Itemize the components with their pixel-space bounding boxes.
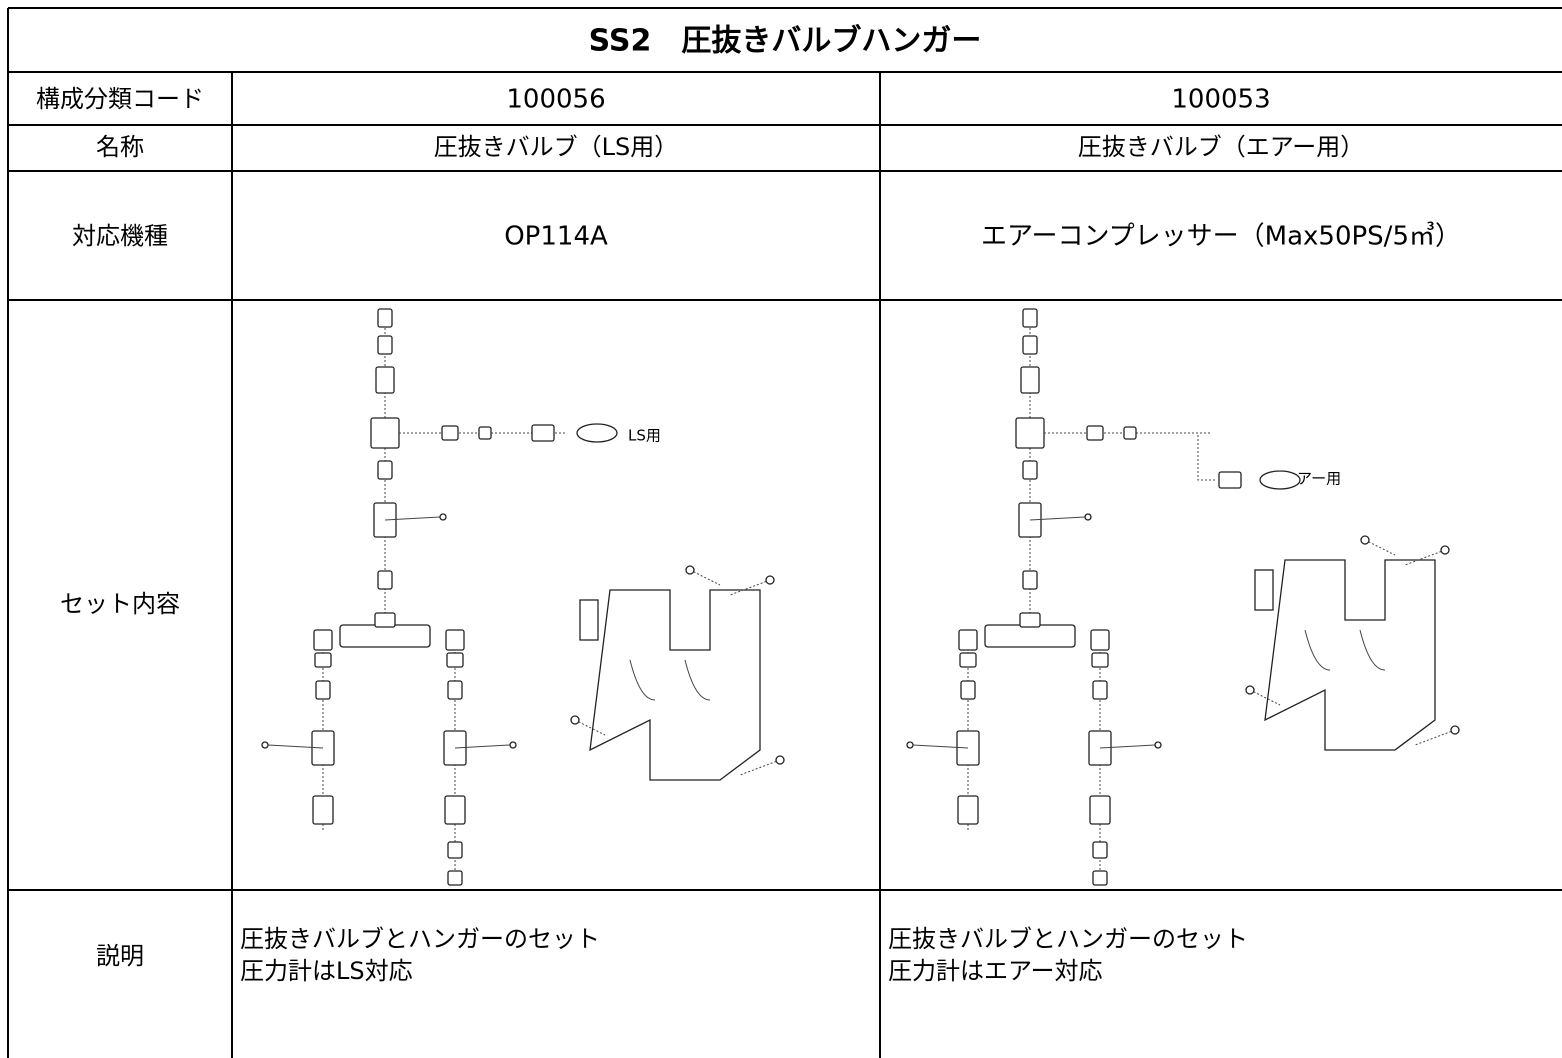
valve-knob [906,741,914,749]
fitting [312,795,334,825]
hanger-slot [1304,629,1386,671]
fitting [957,795,979,825]
fitting [959,652,977,668]
fitting [478,426,492,440]
fitting [1090,629,1110,651]
fitting [377,460,393,480]
valve-handle [267,744,324,749]
fitting [377,308,393,328]
valve-handle [454,744,511,749]
cell: エアーコンプレッサー（Max50PS/5㎥） [981,222,1461,252]
bolt-head [775,755,785,765]
cell: 100056 [506,85,605,115]
row-label: 名称 [96,133,144,161]
gauge [1259,470,1301,490]
fitting [370,417,400,449]
bolt-head [570,715,580,725]
tee [984,624,1076,648]
bolt [1414,729,1456,746]
fitting [1218,471,1242,489]
bolt-head [685,565,695,575]
fitting [375,366,395,394]
row-label: セット内容 [60,590,180,618]
fitting [447,870,463,886]
description-line: 圧抜きバルブとハンガーのセット [240,925,600,953]
bolt [574,719,606,736]
gauge [576,423,618,443]
fitting [1089,795,1111,825]
cell: 圧抜きバルブ（LS用） [434,133,679,161]
fitting [1123,426,1137,440]
fitting [1015,417,1045,449]
cell: OP114A [504,222,608,252]
row-label: 対応機種 [72,222,168,250]
fitting [445,629,465,651]
fitting [531,424,555,442]
valve-knob [1084,513,1092,521]
fitting [315,680,331,700]
fitting [377,335,393,355]
fitting [446,652,464,668]
row-label: 説明 [96,942,144,970]
fitting [1022,308,1038,328]
callout: LS用 [628,427,661,445]
label-plate [1254,569,1274,611]
diagrams [261,308,1460,886]
fitting [441,425,459,441]
bolt [739,759,781,776]
fitting [1019,612,1041,628]
valve-handle [912,744,969,749]
valve-handle [1099,744,1156,749]
fitting [374,612,396,628]
bolt [729,579,771,596]
label-plate [579,599,599,641]
bolt-head [1360,535,1370,545]
bolt-head [1440,545,1450,555]
cell: 100053 [1171,85,1270,115]
fitting [960,680,976,700]
fitting [1091,652,1109,668]
fitting [447,680,463,700]
tee [339,624,431,648]
cell: 圧抜きバルブ（エアー用） [1078,133,1365,161]
fitting [1092,870,1108,886]
bolt-head [1245,685,1255,695]
description-line: 圧力計はLS対応 [240,957,413,985]
valve-knob [1154,741,1162,749]
valve-knob [509,741,517,749]
valve-handle [1029,516,1086,521]
valve-knob [261,741,269,749]
fitting [313,629,333,651]
valve-knob [439,513,447,521]
fitting [1092,841,1108,859]
bolt [1404,549,1446,566]
fitting [1022,335,1038,355]
title: SS2 圧抜きバルブハンガー [589,24,982,59]
hanger [589,589,761,781]
fitting [1086,425,1104,441]
table-rules [7,7,1562,1058]
fitting [1022,460,1038,480]
bolt-head [1450,725,1460,735]
bolt [689,569,721,586]
valve-handle [384,516,441,521]
fitting [1020,366,1040,394]
fitting [444,795,466,825]
fitting [958,629,978,651]
branch [1140,432,1215,481]
hanger [1264,559,1436,751]
description-line: 圧抜きバルブとハンガーのセット [888,925,1248,953]
bolt [1364,539,1396,556]
fitting [1092,680,1108,700]
bolt [1249,689,1281,706]
bolt-head [765,575,775,585]
fitting [1022,570,1038,590]
row-label: 構成分類コード [36,85,204,113]
fitting [314,652,332,668]
hanger-slot [629,659,711,701]
fitting [447,841,463,859]
fitting [377,570,393,590]
description-line: 圧力計はエアー対応 [888,957,1103,985]
